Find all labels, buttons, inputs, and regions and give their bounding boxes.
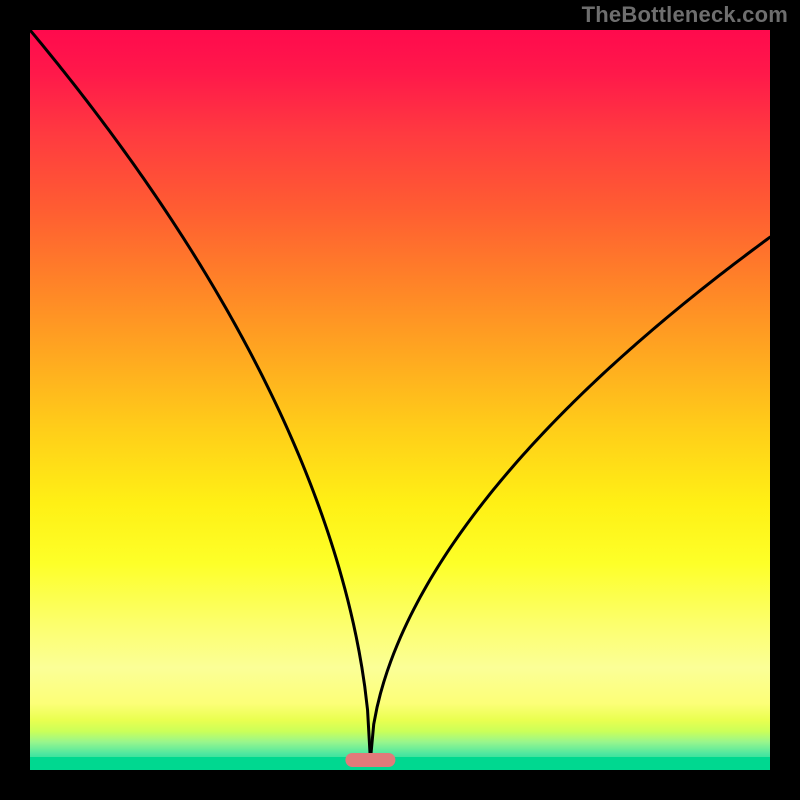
watermark-text: TheBottleneck.com <box>582 2 788 28</box>
plot-area <box>30 30 770 770</box>
bottom-strip <box>30 757 770 770</box>
bottleneck-curve-chart <box>30 30 770 770</box>
optimum-marker <box>345 753 395 767</box>
chart-frame: TheBottleneck.com <box>0 0 800 800</box>
gradient-background <box>30 30 770 770</box>
